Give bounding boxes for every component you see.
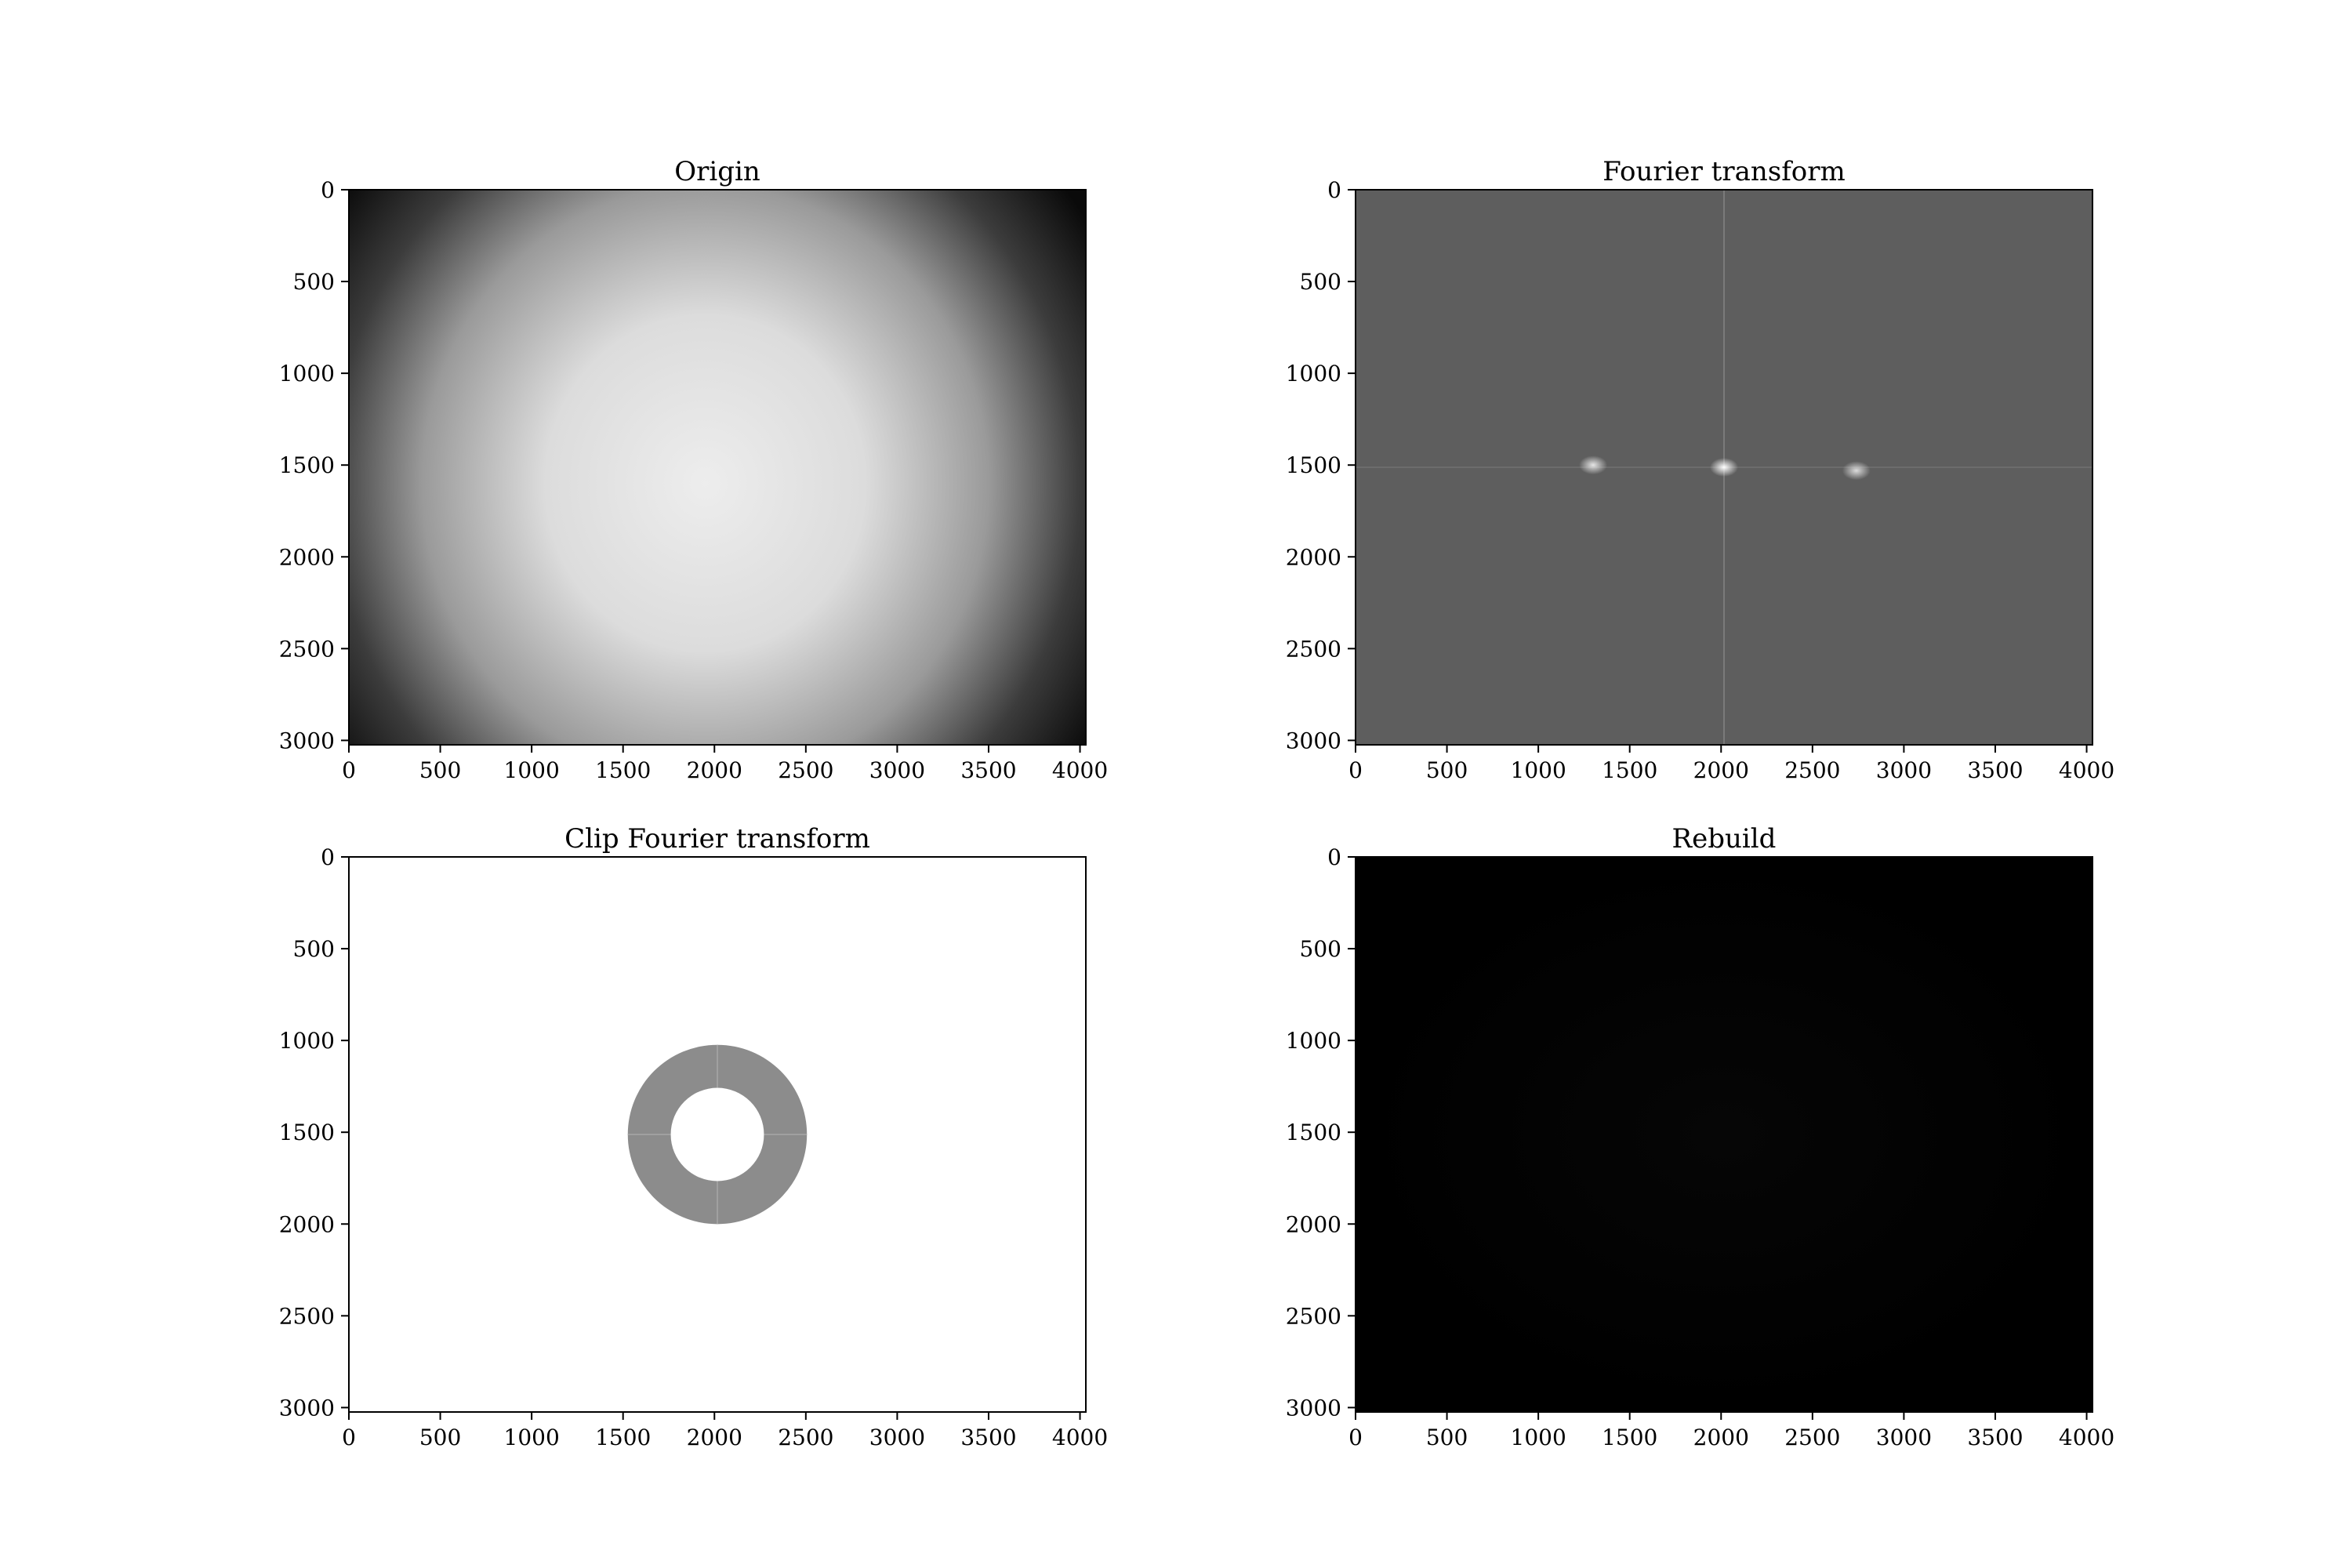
rebuild-y-tick-label: 0: [1327, 844, 1341, 870]
clip-fourier-transform-x-tick-label: 500: [419, 1425, 461, 1450]
rebuild-x-ticks: 0 500 1000 1500 2000 2500 3000 3500 4000: [1348, 1412, 2114, 1450]
clip-fourier-transform-y-tick-label: 2000: [279, 1211, 335, 1237]
rebuild-image: [1356, 857, 2092, 1412]
fourier-transform-x-tick-label: 2500: [1784, 757, 1840, 783]
fourier-transform-title: Fourier transform: [1602, 156, 1846, 187]
clip-fourier-transform-image-area: [349, 857, 1086, 1412]
fourier-transform-axes-frame: [1355, 189, 2093, 746]
origin-image: [349, 190, 1086, 745]
clip-fourier-transform-y-tick-label: 1000: [279, 1028, 335, 1054]
panel-origin: Origin 0 500 1000 1500 2000 2500 3000 3500 4000 …: [279, 156, 1108, 783]
origin-x-tick-label: 2000: [687, 757, 742, 783]
origin-x-tick-label: 2500: [778, 757, 833, 783]
clip-fourier-transform-x-tick-label: 2000: [687, 1425, 742, 1450]
origin-x-tick-label: 0: [342, 757, 356, 783]
fourier-transform-peak: [1710, 458, 1738, 477]
origin-x-tick-label: 4000: [1052, 757, 1108, 783]
panel-rebuild: Rebuild 0 500 1000 1500 2000 2500 3000 3500 4000…: [1286, 823, 2114, 1450]
fourier-transform-y-tick-label: 500: [1300, 269, 1341, 295]
rebuild-x-tick-label: 4000: [2059, 1425, 2114, 1450]
origin-x-ticks: 0 500 1000 1500 2000 2500 3000 3500 4000: [342, 745, 1108, 783]
clip-fourier-transform-x-tick-label: 2500: [778, 1425, 833, 1450]
fourier-transform-y-tick-label: 2000: [1286, 544, 1341, 570]
clip-fourier-transform-x-tick-label: 1000: [504, 1425, 560, 1450]
fourier-transform-x-tick-label: 3500: [1967, 757, 2023, 783]
clip-fourier-transform-axes-frame: [348, 856, 1087, 1413]
origin-y-tick-label: 1500: [279, 452, 335, 478]
origin-y-tick-label: 2000: [279, 544, 335, 570]
rebuild-x-tick-label: 3500: [1967, 1425, 2023, 1450]
rebuild-y-tick-label: 1000: [1286, 1028, 1341, 1054]
fourier-transform-y-ticks: 0 500 1000 1500 2000 2500 3000: [1286, 177, 1356, 753]
origin-y-ticks: 0 500 1000 1500 2000 2500 3000: [279, 177, 349, 753]
clip-fourier-transform-x-tick-label: 4000: [1052, 1425, 1108, 1450]
rebuild-y-tick-label: 500: [1300, 936, 1341, 962]
clip-fourier-transform-x-tick-label: 3500: [960, 1425, 1016, 1450]
origin-x-tick-label: 500: [419, 757, 461, 783]
rebuild-x-tick-label: 1500: [1602, 1425, 1657, 1450]
clip-fourier-transform-y-tick-label: 2500: [279, 1303, 335, 1329]
clip-fourier-transform-x-ticks: 0 500 1000 1500 2000 2500 3000 3500 4000: [342, 1412, 1108, 1450]
origin-x-tick-label: 3500: [960, 757, 1016, 783]
origin-y-tick-label: 0: [321, 177, 335, 203]
clip-fourier-transform-y-tick-label: 3000: [279, 1395, 335, 1421]
fourier-transform-x-tick-label: 2000: [1693, 757, 1749, 783]
fourier-transform-peak: [1579, 456, 1608, 475]
clip-fourier-transform-x-tick-label: 3000: [869, 1425, 925, 1450]
rebuild-x-tick-label: 500: [1426, 1425, 1468, 1450]
fourier-transform-x-tick-label: 1500: [1602, 757, 1657, 783]
fourier-transform-y-tick-label: 1000: [1286, 361, 1341, 387]
clip-fourier-transform-y-tick-label: 500: [293, 936, 335, 962]
fourier-transform-x-tick-label: 3000: [1876, 757, 1932, 783]
origin-x-tick-label: 1500: [595, 757, 651, 783]
fourier-transform-x-tick-label: 0: [1348, 757, 1363, 783]
clip-fourier-transform-x-tick-label: 1500: [595, 1425, 651, 1450]
rebuild-x-tick-label: 0: [1348, 1425, 1363, 1450]
fourier-transform-x-tick-label: 4000: [2059, 757, 2114, 783]
rebuild-x-tick-label: 1000: [1511, 1425, 1566, 1450]
rebuild-axes-frame: [1355, 856, 2093, 1413]
fourier-transform-peak: [1842, 461, 1871, 481]
rebuild-x-tick-label: 2000: [1693, 1425, 1749, 1450]
panel-fourier-transform: Fourier transform 0 500 1000 1500 2000 2500 30…: [1286, 156, 2114, 783]
fourier-transform-image-area: [1356, 190, 2092, 745]
fourier-transform-y-tick-label: 2500: [1286, 636, 1341, 662]
clip-fourier-transform-title: Clip Fourier transform: [564, 823, 870, 855]
clip-fourier-transform-x-tick-label: 0: [342, 1425, 356, 1450]
fourier-transform-y-tick-label: 0: [1327, 177, 1341, 203]
origin-x-tick-label: 1000: [504, 757, 560, 783]
origin-x-tick-label: 3000: [869, 757, 925, 783]
rebuild-y-tick-label: 2500: [1286, 1303, 1341, 1329]
rebuild-image-area: [1356, 857, 2092, 1412]
origin-y-tick-label: 2500: [279, 636, 335, 662]
clip-fourier-transform-y-tick-label: 1500: [279, 1120, 335, 1145]
fourier-transform-x-tick-label: 1000: [1511, 757, 1566, 783]
rebuild-y-tick-label: 2000: [1286, 1211, 1341, 1237]
clip-fourier-transform-y-tick-label: 0: [321, 844, 335, 870]
rebuild-y-tick-label: 1500: [1286, 1120, 1341, 1145]
rebuild-y-ticks: 0 500 1000 1500 2000 2500 3000: [1286, 844, 1356, 1421]
origin-axes-frame: [348, 189, 1087, 746]
origin-y-tick-label: 1000: [279, 361, 335, 387]
origin-title: Origin: [674, 156, 760, 187]
panel-clip-fourier-transform: Clip Fourier transform 0 500 1000 1500 2000 2…: [279, 823, 1108, 1450]
rebuild-x-tick-label: 2500: [1784, 1425, 1840, 1450]
fourier-transform-y-tick-label: 3000: [1286, 728, 1341, 753]
origin-image-area: [349, 190, 1086, 745]
rebuild-title: Rebuild: [1672, 823, 1777, 855]
origin-y-tick-label: 500: [293, 269, 335, 295]
rebuild-x-tick-label: 3000: [1876, 1425, 1932, 1450]
fourier-transform-y-tick-label: 1500: [1286, 452, 1341, 478]
rebuild-y-tick-label: 3000: [1286, 1395, 1341, 1421]
clip-fourier-transform-annulus: [627, 1044, 808, 1225]
clip-fourier-transform-y-ticks: 0 500 1000 1500 2000 2500 3000: [279, 844, 349, 1421]
fourier-transform-x-ticks: 0 500 1000 1500 2000 2500 3000 3500 4000: [1348, 745, 2114, 783]
fourier-transform-x-tick-label: 500: [1426, 757, 1468, 783]
origin-y-tick-label: 3000: [279, 728, 335, 753]
clip-fourier-transform-image: [349, 857, 1086, 1412]
